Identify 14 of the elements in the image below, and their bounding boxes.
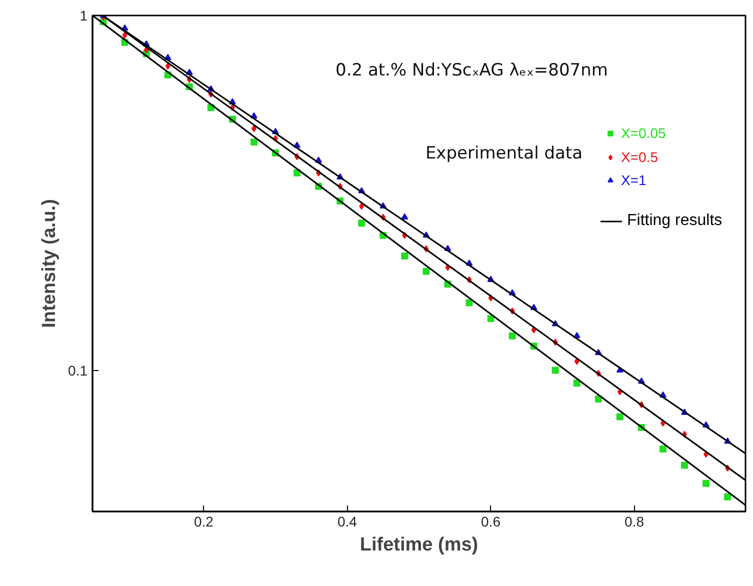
legend-label: Fitting results <box>627 212 722 230</box>
legend-label: X=0.5 <box>621 148 658 164</box>
x-tick-label: 0.4 <box>338 514 358 530</box>
legend-label: X=0.05 <box>621 125 666 141</box>
x-tick-label: 0.2 <box>194 514 214 530</box>
x-axis-title: Lifetime (ms) <box>360 534 478 556</box>
y-tick-label: 0.1 <box>68 362 88 378</box>
annotation: 0.2 at.% Nd:YScₓAG λₑₓ=807nm <box>336 60 608 80</box>
y-axis-title: Intensity (a.u.) <box>39 199 60 328</box>
x-tick-label: 0.8 <box>624 514 644 530</box>
x-tick-label: 0.6 <box>481 514 501 530</box>
legend-label: X=1 <box>621 172 646 188</box>
y-tick-label: 1 <box>80 8 88 24</box>
annotation: Experimental data <box>425 144 583 164</box>
